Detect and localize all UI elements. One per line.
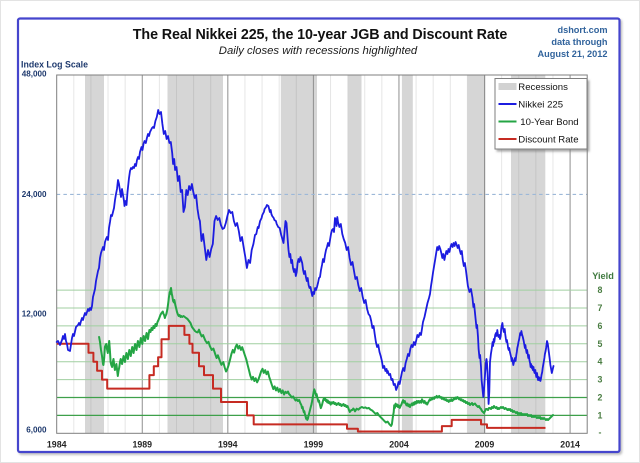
svg-text:2009: 2009 — [475, 440, 495, 450]
svg-text:5: 5 — [598, 339, 603, 349]
svg-text:Yield: Yield — [592, 271, 614, 281]
svg-text:1999: 1999 — [304, 440, 324, 450]
svg-text:1989: 1989 — [133, 440, 153, 450]
svg-text:Nikkei 225: Nikkei 225 — [518, 99, 563, 110]
svg-text:24,000: 24,000 — [22, 190, 47, 199]
svg-text:Recessions: Recessions — [518, 82, 568, 93]
svg-text:48,000: 48,000 — [22, 70, 47, 79]
svg-text:3: 3 — [598, 375, 603, 385]
svg-text:The Real Nikkei 225, the 10-ye: The Real Nikkei 225, the 10-year JGB and… — [133, 27, 508, 43]
svg-text:2004: 2004 — [389, 440, 409, 450]
svg-text:Daily closes with recessions h: Daily closes with recessions highlighted — [219, 45, 418, 57]
svg-text:4: 4 — [598, 357, 603, 367]
svg-text:6,000: 6,000 — [26, 426, 47, 435]
svg-text:12,000: 12,000 — [22, 310, 47, 319]
svg-text:-: - — [599, 427, 602, 437]
svg-text:dshort.com: dshort.com — [557, 25, 607, 35]
svg-text:8: 8 — [598, 285, 603, 295]
svg-text:10-Year Bond: 10-Year Bond — [520, 117, 578, 128]
svg-text:1984: 1984 — [47, 440, 67, 450]
svg-text:August 21, 2012: August 21, 2012 — [538, 49, 608, 59]
svg-text:7: 7 — [598, 303, 603, 313]
svg-text:6: 6 — [598, 321, 603, 331]
svg-text:data through: data through — [551, 37, 608, 47]
svg-text:2014: 2014 — [560, 440, 580, 450]
svg-text:2: 2 — [598, 393, 603, 403]
svg-text:Discount Rate: Discount Rate — [518, 134, 578, 145]
svg-text:Index Log Scale: Index Log Scale — [21, 60, 88, 70]
svg-text:1994: 1994 — [218, 440, 238, 450]
svg-text:1: 1 — [598, 410, 603, 420]
